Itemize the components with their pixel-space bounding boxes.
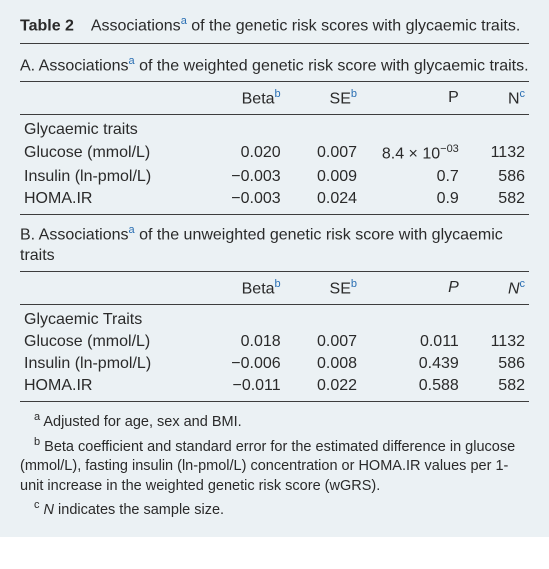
- group-b-label-row: Glycaemic Traits: [20, 305, 529, 332]
- section-a-title: A. Associationsa of the weighted genetic…: [20, 54, 529, 77]
- table-caption-a: Associations: [91, 17, 181, 34]
- cell-p: 8.4 × 10−03: [361, 141, 463, 165]
- cell-n: 582: [463, 188, 529, 215]
- cell-beta: −0.006: [203, 353, 284, 375]
- col-se: SEb: [285, 272, 361, 305]
- row-label: HOMA.IR: [20, 375, 203, 402]
- cell-beta: −0.011: [203, 375, 284, 402]
- col-p: P: [361, 81, 463, 114]
- cell-p: 0.011: [361, 331, 463, 353]
- sup-b-icon: b: [351, 278, 357, 290]
- cell-n: 582: [463, 375, 529, 402]
- footnote-c: c N indicates the sample size.: [20, 498, 529, 520]
- cell-p: 0.7: [361, 166, 463, 188]
- col-beta: Betab: [203, 272, 284, 305]
- table-row: Insulin (ln-pmol/L) −0.006 0.008 0.439 5…: [20, 353, 529, 375]
- row-label: Insulin (ln-pmol/L): [20, 353, 203, 375]
- table-header-row: Betab SEb P Nc: [20, 272, 529, 305]
- row-label: Glucose (mmol/L): [20, 331, 203, 353]
- sup-b-icon: b: [275, 88, 281, 100]
- cell-se: 0.009: [285, 166, 361, 188]
- cell-p: 0.588: [361, 375, 463, 402]
- cell-se: 0.007: [285, 141, 361, 165]
- rule-divider: [20, 43, 529, 44]
- table-label: Table 2: [20, 17, 74, 34]
- footnotes: a Adjusted for age, sex and BMI. b Beta …: [20, 410, 529, 520]
- cell-se: 0.024: [285, 188, 361, 215]
- sup-b-icon: b: [351, 88, 357, 100]
- footnote-b: b Beta coefficient and standard error fo…: [20, 435, 529, 497]
- col-beta: Betab: [203, 81, 284, 114]
- table-row: Glucose (mmol/L) 0.018 0.007 0.011 1132: [20, 331, 529, 353]
- table-title: Table 2 Associationsa of the genetic ris…: [20, 14, 529, 37]
- cell-beta: −0.003: [203, 188, 284, 215]
- cell-p: 0.9: [361, 188, 463, 215]
- cell-beta: 0.020: [203, 141, 284, 165]
- cell-n: 586: [463, 353, 529, 375]
- cell-p: 0.439: [361, 353, 463, 375]
- cell-n: 1132: [463, 141, 529, 165]
- col-blank: [20, 272, 203, 305]
- table-row: Insulin (ln-pmol/L) −0.003 0.009 0.7 586: [20, 166, 529, 188]
- table-caption-b: of the genetic risk scores with glycaemi…: [187, 17, 520, 34]
- row-label: HOMA.IR: [20, 188, 203, 215]
- col-se: SEb: [285, 81, 361, 114]
- sup-c-icon: c: [520, 88, 526, 100]
- group-b-label: Glycaemic Traits: [20, 305, 529, 332]
- col-blank: [20, 81, 203, 114]
- group-a-label: Glycaemic traits: [20, 115, 529, 142]
- cell-n: 1132: [463, 331, 529, 353]
- col-p: P: [361, 272, 463, 305]
- table-a: Betab SEb P Nc Glycaemic traits Glucose …: [20, 81, 529, 215]
- sup-b-icon: b: [275, 278, 281, 290]
- row-label: Insulin (ln-pmol/L): [20, 166, 203, 188]
- cell-se: 0.008: [285, 353, 361, 375]
- table-panel: Table 2 Associationsa of the genetic ris…: [0, 0, 549, 537]
- col-n: Nc: [463, 81, 529, 114]
- table-row: HOMA.IR −0.011 0.022 0.588 582: [20, 375, 529, 402]
- cell-se: 0.022: [285, 375, 361, 402]
- cell-beta: −0.003: [203, 166, 284, 188]
- table-b: Betab SEb P Nc Glycaemic Traits Glucose …: [20, 271, 529, 402]
- table-row: Glucose (mmol/L) 0.020 0.007 8.4 × 10−03…: [20, 141, 529, 165]
- sup-c-icon: c: [520, 278, 526, 290]
- group-a-label-row: Glycaemic traits: [20, 115, 529, 142]
- table-header-row: Betab SEb P Nc: [20, 81, 529, 114]
- footnote-a: a Adjusted for age, sex and BMI.: [20, 410, 529, 432]
- row-label: Glucose (mmol/L): [20, 141, 203, 165]
- section-b-title: B. Associationsa of the unweighted genet…: [20, 223, 529, 268]
- cell-se: 0.007: [285, 331, 361, 353]
- cell-beta: 0.018: [203, 331, 284, 353]
- cell-n: 586: [463, 166, 529, 188]
- col-n: Nc: [463, 272, 529, 305]
- table-row: HOMA.IR −0.003 0.024 0.9 582: [20, 188, 529, 215]
